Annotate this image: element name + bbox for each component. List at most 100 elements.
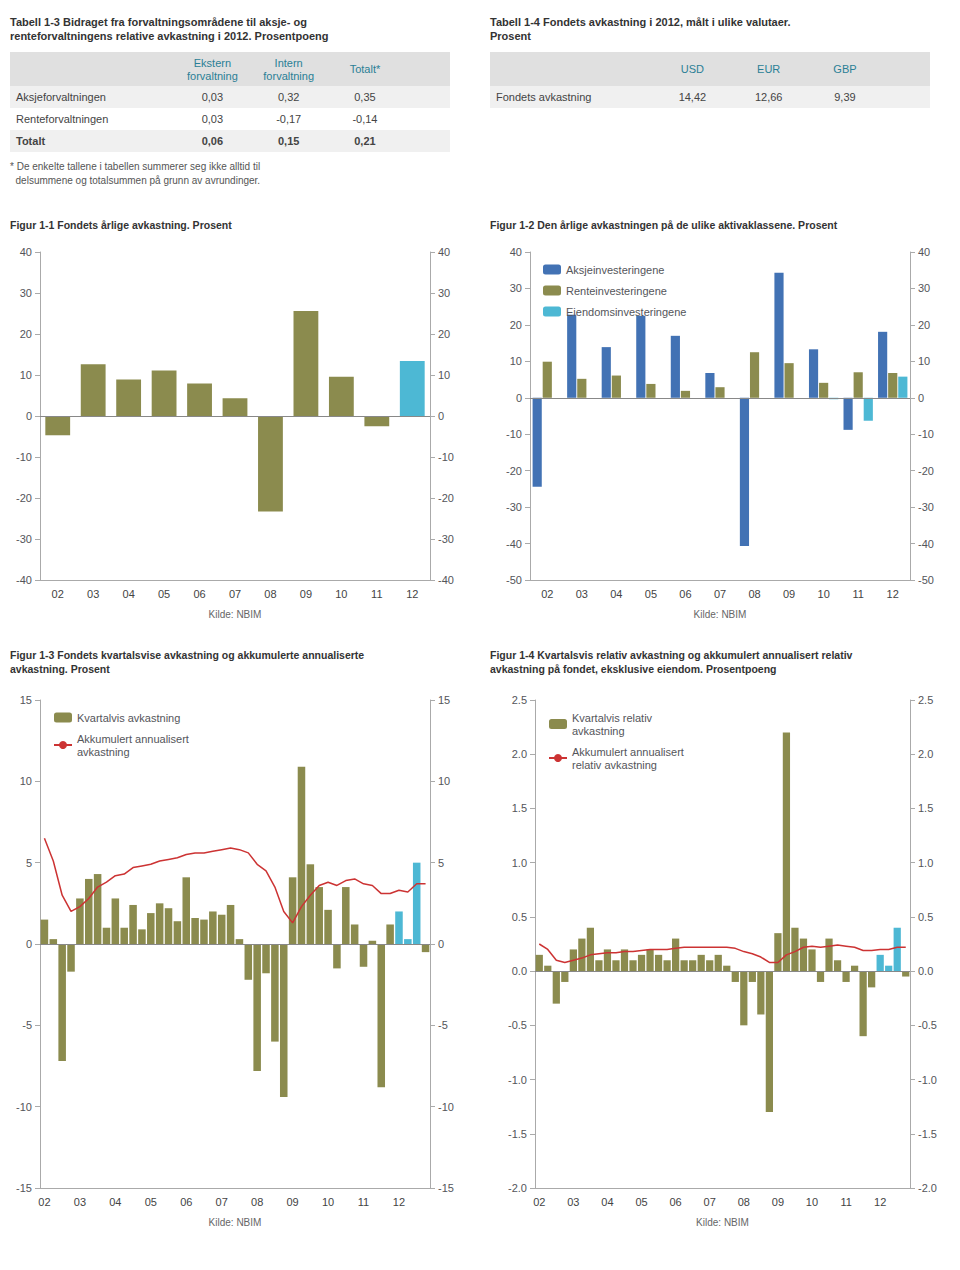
svg-text:06: 06 [180, 1196, 192, 1208]
svg-text:07: 07 [714, 588, 726, 600]
svg-text:10: 10 [806, 1196, 818, 1208]
svg-text:04: 04 [610, 588, 622, 600]
svg-text:40: 40 [510, 246, 522, 258]
svg-text:avkastning: avkastning [572, 725, 625, 737]
svg-text:03: 03 [74, 1196, 86, 1208]
svg-text:0,03: 0,03 [202, 91, 223, 103]
svg-text:Renteforvaltningen: Renteforvaltningen [16, 113, 108, 125]
svg-text:-30: -30 [16, 533, 32, 545]
svg-text:-10: -10 [506, 428, 522, 440]
svg-text:USD: USD [681, 63, 704, 75]
svg-text:Prosent: Prosent [490, 30, 531, 42]
svg-text:04: 04 [123, 588, 135, 600]
svg-text:30: 30 [510, 282, 522, 294]
svg-text:10: 10 [818, 588, 830, 600]
svg-text:20: 20 [510, 319, 522, 331]
svg-text:5: 5 [26, 857, 32, 869]
svg-text:Aksjeforvaltningen: Aksjeforvaltningen [16, 91, 106, 103]
svg-text:08: 08 [264, 588, 276, 600]
svg-text:GBP: GBP [833, 63, 856, 75]
svg-text:1.0: 1.0 [918, 857, 933, 869]
svg-text:Akkumulert annualisert: Akkumulert annualisert [572, 746, 684, 758]
svg-text:05: 05 [158, 588, 170, 600]
svg-text:-10: -10 [16, 1101, 32, 1113]
svg-text:Ekstern: Ekstern [194, 57, 231, 69]
svg-text:-2.0: -2.0 [508, 1182, 527, 1194]
svg-text:20: 20 [918, 319, 930, 331]
svg-text:Kilde: NBIM: Kilde: NBIM [696, 1217, 749, 1228]
svg-text:10: 10 [438, 369, 450, 381]
svg-text:forvaltning: forvaltning [187, 70, 238, 82]
svg-text:-30: -30 [506, 501, 522, 513]
svg-text:05: 05 [645, 588, 657, 600]
svg-text:Akkumulert annualisert: Akkumulert annualisert [77, 733, 189, 745]
svg-text:30: 30 [20, 287, 32, 299]
svg-text:40: 40 [20, 246, 32, 258]
svg-text:0: 0 [438, 410, 444, 422]
svg-text:10: 10 [20, 775, 32, 787]
svg-text:0,06: 0,06 [202, 135, 223, 147]
svg-text:10: 10 [510, 355, 522, 367]
svg-text:05: 05 [145, 1196, 157, 1208]
svg-text:06: 06 [670, 1196, 682, 1208]
svg-text:0: 0 [918, 392, 924, 404]
svg-text:11: 11 [371, 588, 382, 600]
svg-text:1.5: 1.5 [918, 802, 933, 814]
svg-text:-50: -50 [918, 574, 934, 586]
svg-text:delsummene og totalsummen på g: delsummene og totalsummen på grunn av av… [10, 175, 260, 186]
svg-text:-1.5: -1.5 [508, 1128, 527, 1140]
svg-text:11: 11 [852, 588, 863, 600]
svg-text:10: 10 [322, 1196, 334, 1208]
svg-text:40: 40 [438, 246, 450, 258]
svg-text:avkastning på fondet, eksklusi: avkastning på fondet, eksklusive eiendom… [490, 663, 777, 675]
svg-text:Tabell 1-4 Fondets avkastning: Tabell 1-4 Fondets avkastning i 2012, må… [490, 16, 791, 28]
svg-text:12: 12 [887, 588, 899, 600]
svg-text:12,66: 12,66 [755, 91, 783, 103]
svg-text:Renteinvesteringene: Renteinvesteringene [566, 285, 667, 297]
svg-text:renteforvaltningens relative a: renteforvaltningens relative avkastning … [10, 30, 329, 42]
svg-text:-30: -30 [918, 501, 934, 513]
svg-text:02: 02 [52, 588, 64, 600]
svg-text:0: 0 [438, 938, 444, 950]
svg-text:1.0: 1.0 [512, 857, 527, 869]
svg-text:03: 03 [87, 588, 99, 600]
svg-text:07: 07 [704, 1196, 716, 1208]
svg-text:15: 15 [20, 694, 32, 706]
svg-text:11: 11 [840, 1196, 851, 1208]
svg-text:05: 05 [635, 1196, 647, 1208]
svg-text:03: 03 [567, 1196, 579, 1208]
svg-text:0,32: 0,32 [278, 91, 299, 103]
svg-text:Eiendomsinvesteringene: Eiendomsinvesteringene [566, 306, 686, 318]
svg-text:06: 06 [679, 588, 691, 600]
svg-text:07: 07 [216, 1196, 228, 1208]
svg-text:2.0: 2.0 [512, 748, 527, 760]
svg-text:0.0: 0.0 [918, 965, 933, 977]
svg-text:-30: -30 [438, 533, 454, 545]
svg-text:-10: -10 [438, 1101, 454, 1113]
svg-text:06: 06 [193, 588, 205, 600]
svg-text:-2.0: -2.0 [918, 1182, 937, 1194]
svg-text:Aksjeinvesteringene: Aksjeinvesteringene [566, 264, 664, 276]
svg-text:0: 0 [516, 392, 522, 404]
svg-text:-50: -50 [506, 574, 522, 586]
svg-text:2.5: 2.5 [512, 694, 527, 706]
svg-text:Figur 1-4 Kvartalsvis relativ: Figur 1-4 Kvartalsvis relativ avkastning… [490, 649, 853, 661]
svg-text:12: 12 [406, 588, 418, 600]
svg-text:forvaltning: forvaltning [263, 70, 314, 82]
svg-text:-0,17: -0,17 [276, 113, 301, 125]
svg-text:12: 12 [393, 1196, 405, 1208]
svg-text:-15: -15 [438, 1182, 454, 1194]
svg-text:10: 10 [20, 369, 32, 381]
svg-text:Kvartalvis relativ: Kvartalvis relativ [572, 712, 653, 724]
svg-text:04: 04 [109, 1196, 121, 1208]
svg-text:15: 15 [438, 694, 450, 706]
svg-text:EUR: EUR [757, 63, 780, 75]
svg-text:relativ avkastning: relativ avkastning [572, 759, 657, 771]
svg-text:Kilde: NBIM: Kilde: NBIM [209, 1217, 262, 1228]
svg-text:Kilde: NBIM: Kilde: NBIM [694, 609, 747, 620]
svg-text:Tabell 1-3 Bidraget fra forval: Tabell 1-3 Bidraget fra forvaltningsområ… [10, 16, 307, 28]
svg-text:-15: -15 [16, 1182, 32, 1194]
svg-text:-0,14: -0,14 [352, 113, 377, 125]
svg-text:-20: -20 [438, 492, 454, 504]
svg-text:Totalt: Totalt [16, 135, 45, 147]
